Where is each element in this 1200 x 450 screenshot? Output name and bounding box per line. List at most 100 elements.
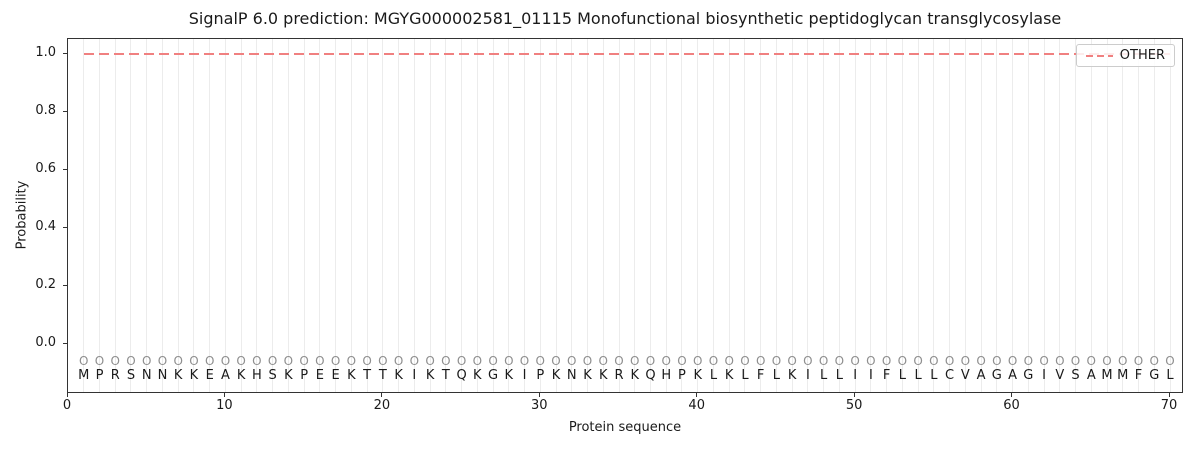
residue-marker-O: O [1023, 354, 1034, 368]
grid-line [1138, 39, 1139, 392]
residue-marker-O: O [992, 354, 1002, 368]
residue-letter: G [488, 368, 499, 383]
y-tick [63, 284, 67, 286]
residue-marker-O: O [1039, 354, 1049, 368]
residue-marker-O: O [913, 354, 923, 368]
residue-marker-O: O [881, 354, 892, 368]
residue-marker-O: O [252, 354, 262, 368]
residue-marker-O: O [1165, 354, 1175, 368]
grid-line [681, 39, 683, 392]
grid-line [303, 39, 305, 392]
residue-marker-O: O [803, 354, 813, 368]
grid-line [744, 39, 746, 392]
residue-letter: P [95, 368, 104, 383]
residue-letter: M [1101, 368, 1113, 383]
residue-letter: G [1149, 368, 1160, 383]
residue-letter: S [126, 368, 136, 383]
grid-line [1090, 39, 1092, 392]
residue-marker-O: O [393, 354, 404, 368]
grid-line [240, 39, 242, 392]
grid-line [350, 39, 352, 392]
residue-letter: I [805, 368, 810, 383]
x-tick [1168, 393, 1170, 397]
grid-line [413, 39, 415, 392]
grid-line [272, 39, 274, 392]
residue-marker-O: O [1102, 354, 1112, 368]
grid-line [602, 39, 604, 392]
residue-letter: T [441, 368, 450, 383]
residue-marker-O: O [1149, 354, 1159, 368]
residue-marker-O: O [299, 354, 309, 368]
chart-title: SignalP 6.0 prediction: MGYG000002581_01… [188, 9, 1062, 28]
residue-marker-O: O [236, 354, 246, 368]
residue-letter: M [78, 368, 90, 383]
residue-letter: P [536, 368, 545, 383]
residue-marker-O: O [661, 354, 671, 368]
grid-line [1043, 39, 1045, 392]
x-tick-label: 60 [1003, 398, 1020, 413]
residue-marker-O: O [551, 354, 561, 368]
residue-letter: Q [645, 368, 656, 383]
residue-marker-O: O [330, 354, 341, 368]
grid-line [445, 39, 447, 392]
residue-marker-O: O [204, 354, 215, 368]
grid-line [587, 39, 588, 392]
grid-line [854, 39, 856, 392]
residue-letter: A [976, 368, 986, 383]
x-tick-label: 10 [216, 398, 233, 413]
grid-line [429, 39, 431, 392]
grid-line [492, 39, 494, 392]
grid-line [524, 39, 526, 392]
residue-marker-O: O [755, 354, 766, 368]
y-tick [63, 110, 67, 112]
residue-letter: K [236, 368, 246, 383]
dashed-line-icon [1085, 54, 1113, 57]
grid-line [886, 39, 888, 392]
residue-letter: L [1166, 368, 1174, 383]
grid-line [870, 39, 872, 392]
y-tick-label: 0.2 [35, 277, 56, 292]
residue-marker-O: O [740, 354, 750, 368]
grid-line [83, 39, 85, 392]
x-tick [223, 393, 225, 397]
residue-marker-O: O [645, 354, 656, 368]
y-tick-label: 0.0 [35, 335, 56, 350]
residue-letter: P [300, 368, 309, 383]
grid-line [161, 39, 163, 392]
residue-letter: E [331, 368, 340, 383]
y-tick-label: 1.0 [35, 45, 56, 60]
residue-letter: V [960, 368, 970, 383]
residue-letter: L [835, 368, 844, 383]
residue-marker-O: O [929, 354, 939, 368]
residue-letter: I [522, 368, 527, 383]
grid-line [1106, 39, 1108, 392]
residue-marker-O: O [441, 354, 451, 368]
x-tick-label: 0 [62, 398, 72, 413]
y-axis-label: Probability [14, 180, 30, 250]
residue-letter: K [504, 368, 514, 383]
residue-marker-O: O [267, 354, 278, 368]
grid-line [949, 39, 951, 392]
residue-letter: Q [456, 368, 467, 383]
residue-marker-O: O [614, 354, 624, 368]
residue-marker-O: O [1070, 354, 1081, 368]
residue-letter: E [315, 368, 324, 383]
grid-line [508, 39, 510, 392]
residue-letter: A [1008, 368, 1018, 383]
x-tick [853, 393, 855, 397]
grid-line [728, 39, 730, 392]
residue-letter: H [252, 368, 262, 383]
residue-marker-O: O [535, 354, 546, 368]
x-tick [381, 393, 383, 397]
residue-letter: T [363, 368, 372, 383]
residue-marker-O: O [724, 354, 734, 368]
grid-line [1169, 39, 1171, 392]
grid-line [807, 39, 809, 392]
grid-line [712, 39, 714, 392]
x-axis-label: Protein sequence [568, 420, 682, 435]
grid-line [319, 39, 321, 392]
residue-letter: I [1042, 368, 1046, 383]
residue-letter: L [930, 368, 938, 383]
